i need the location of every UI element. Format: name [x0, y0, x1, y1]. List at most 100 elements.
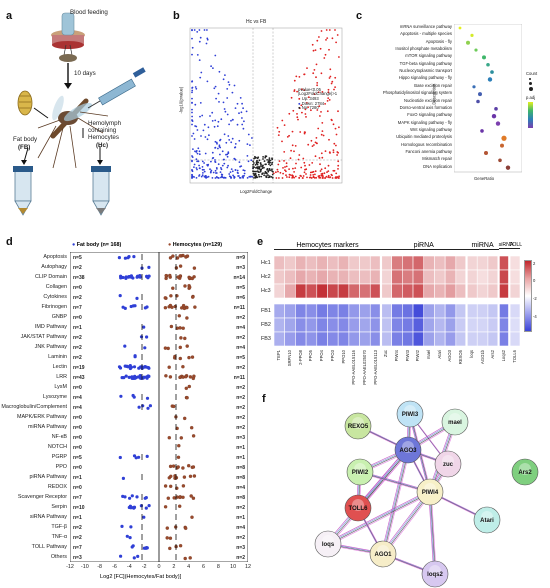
- volcano-point: [329, 75, 332, 78]
- volcano-point: [307, 96, 310, 99]
- volcano-point-ns: [252, 172, 255, 175]
- volcano-point: [317, 91, 320, 94]
- network-node[interactable]: [314, 530, 342, 558]
- volcano-point-ns: [268, 163, 270, 166]
- fb-gene-point: [128, 366, 132, 371]
- volcano-point: [316, 39, 319, 42]
- heatmap-cell: [434, 303, 446, 319]
- hc-gene-point: [178, 356, 183, 361]
- volcano-point: [298, 76, 301, 78]
- network-node[interactable]: [416, 478, 444, 506]
- volcano-point: [297, 118, 299, 121]
- volcano-point: [210, 65, 212, 68]
- volcano-point-ns: [258, 175, 261, 178]
- volcano-point: [304, 168, 306, 171]
- volcano-point: [283, 124, 286, 126]
- fat-body-header: ● Fat body (n= 168): [72, 242, 122, 248]
- network-node-label: PIWI3: [402, 412, 419, 418]
- network-node[interactable]: [421, 560, 449, 588]
- volcano-point: [317, 175, 320, 178]
- volcano-point: [239, 165, 241, 168]
- volcano-point: [292, 175, 294, 177]
- days-label: 10 days: [74, 70, 96, 77]
- network-node[interactable]: [394, 436, 422, 464]
- pathway-label: DNA replication: [423, 163, 452, 169]
- heatmap-cell: [337, 283, 350, 299]
- fb-gene-point: [145, 274, 149, 279]
- heatmap-cell: [509, 269, 520, 285]
- heatmap-col-label: AGO1b: [479, 350, 485, 364]
- network-node[interactable]: [473, 506, 501, 534]
- network-node[interactable]: [396, 400, 424, 428]
- hc-gene-point: [187, 384, 192, 389]
- volcano-point: [231, 137, 234, 140]
- x-tick: 2: [172, 564, 176, 570]
- network-node[interactable]: [344, 412, 372, 440]
- fb-gene-point: [134, 456, 138, 460]
- heatmap-col-label: PPO4: [319, 350, 325, 362]
- heatmap-cell: [444, 269, 457, 285]
- volcano-point-ns: [265, 155, 268, 158]
- hc-count: n=1: [236, 515, 245, 521]
- network-node[interactable]: [434, 450, 462, 478]
- volcano-point: [228, 123, 230, 126]
- heatmap-cell: [487, 303, 499, 319]
- heatmap-cell: [466, 331, 478, 346]
- volcano-point: [288, 168, 290, 171]
- heatmap-cell: [295, 331, 307, 346]
- network-node[interactable]: [346, 458, 374, 486]
- fb-abbr-label: (FB): [18, 144, 31, 151]
- volcano-point-ns: [252, 160, 254, 163]
- volcano-point: [333, 88, 335, 91]
- category-label: REDOX: [47, 483, 67, 490]
- volcano-point-ns: [255, 176, 258, 179]
- heatmap-cell: [359, 283, 371, 299]
- heatmap-cell: [444, 331, 457, 346]
- network-node[interactable]: [369, 540, 397, 568]
- fb-count: n=43: [73, 375, 85, 381]
- fb-gene-point: [144, 496, 148, 500]
- heatmap-cell: [359, 256, 371, 271]
- volcano-point: [192, 132, 195, 135]
- scale-label-2: 2: [533, 261, 536, 266]
- volcano-point: [278, 130, 281, 133]
- heatmap-col-label: PPO-AAEL025070: [361, 350, 367, 385]
- volcano-point: [315, 137, 318, 139]
- volcano-point: [291, 144, 294, 147]
- volcano-point-ns: [253, 170, 256, 173]
- heatmap-cell: [327, 256, 339, 271]
- volcano-point: [309, 174, 312, 176]
- volcano-point: [230, 119, 232, 122]
- volcano-point: [223, 108, 226, 110]
- volcano-point: [283, 160, 285, 162]
- x-tick: 8: [216, 564, 220, 570]
- hc-gene-point: [181, 364, 185, 369]
- volcano-point: [277, 163, 280, 166]
- volcano-point-ns: [252, 163, 254, 166]
- volcano-point: [285, 174, 287, 177]
- volcano-point-ns: [257, 173, 260, 176]
- volcano-point: [218, 144, 221, 147]
- volcano-point: [227, 135, 230, 137]
- heatmap-cell: [498, 317, 510, 333]
- network-node[interactable]: [344, 494, 372, 522]
- network-node[interactable]: [441, 408, 469, 436]
- volcano-point: [191, 119, 193, 121]
- pathway-label: Apoptosis - fly: [425, 38, 452, 44]
- network-node[interactable]: [511, 458, 539, 486]
- fb-gene-point: [142, 515, 146, 519]
- volcano-point: [320, 30, 323, 32]
- volcano-point: [211, 111, 214, 114]
- heatmap-col-label: PPO5: [308, 350, 314, 362]
- containing-label: containing: [88, 127, 117, 134]
- heatmap-cell: [391, 256, 403, 271]
- fb-count: n=19: [73, 365, 85, 371]
- pathway-label: Nucleotide excision repair: [404, 97, 452, 103]
- dotplot-dot: [472, 85, 476, 89]
- volcano-xlabel: Log2FoldChange: [240, 189, 273, 194]
- heatmap-row-label: Hc3: [261, 288, 271, 294]
- volcano-point: [230, 141, 233, 144]
- volcano-point: [324, 150, 327, 153]
- volcano-point: [319, 47, 322, 50]
- volcano-point-ns: [271, 170, 273, 172]
